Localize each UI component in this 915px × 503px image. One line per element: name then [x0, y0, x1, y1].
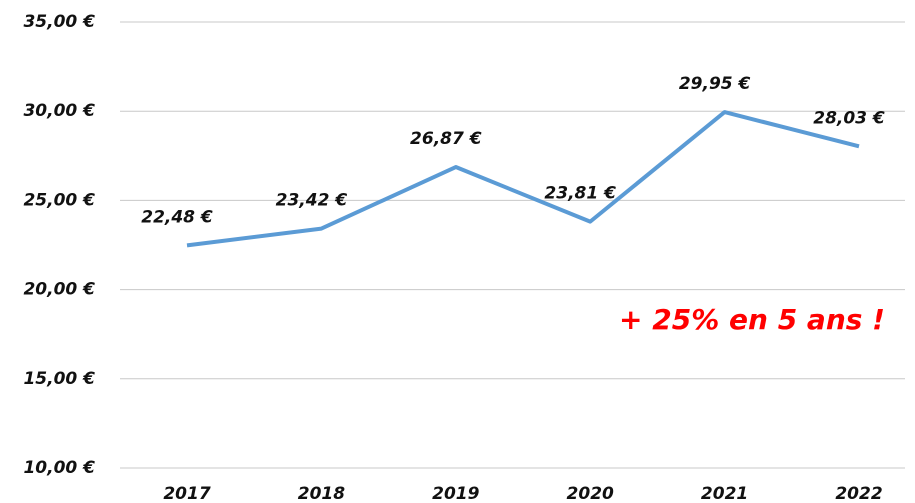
x-tick-label: 2018: [298, 484, 345, 503]
data-label: 26,87 €: [410, 129, 482, 149]
y-tick-label: 20,00 €: [23, 280, 95, 300]
line: [186, 110, 860, 248]
data-label: 28,03 €: [813, 108, 885, 128]
y-tick-label: 15,00 €: [23, 369, 95, 389]
y-tick-label: 25,00 €: [23, 190, 95, 210]
data-label: 29,95 €: [679, 74, 751, 94]
x-tick-label: 2022: [835, 484, 882, 503]
x-tick-label: 2021: [701, 484, 748, 503]
data-label: 22,48 €: [141, 207, 213, 227]
x-tick-label: 2017: [163, 484, 210, 503]
y-tick-label: 10,00 €: [23, 458, 95, 478]
data-label: 23,42 €: [276, 191, 348, 211]
annotation: + 25% en 5 ans !: [619, 303, 885, 336]
y-tick-label: 30,00 €: [23, 101, 95, 121]
x-tick-label: 2019: [432, 484, 479, 503]
x-tick-label: 2020: [567, 484, 614, 503]
data-label: 23,81 €: [544, 184, 616, 204]
y-tick-label: 35,00 €: [23, 12, 95, 32]
